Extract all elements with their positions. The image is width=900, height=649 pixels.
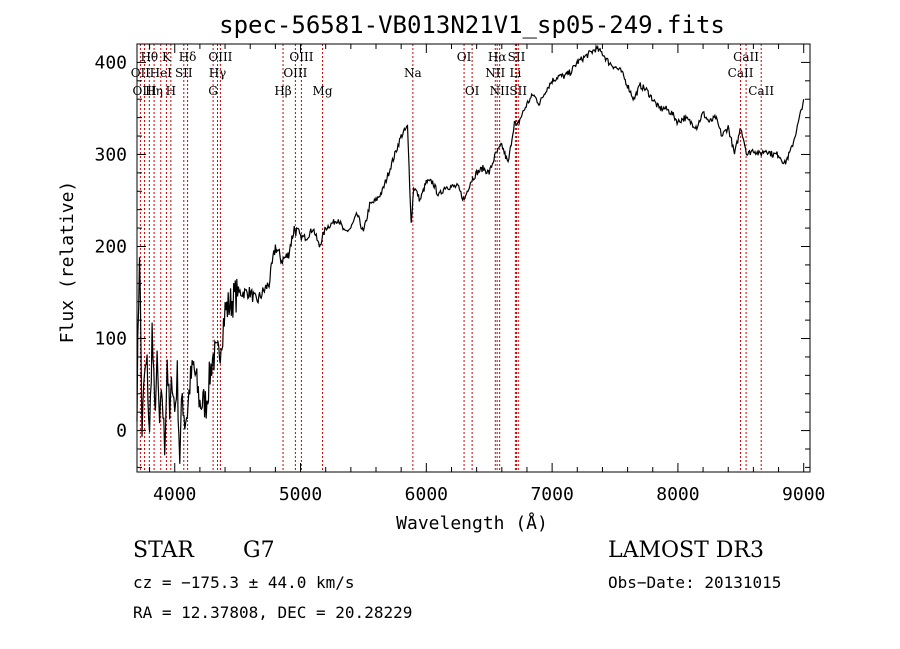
spectral-line-label: SII [175, 66, 193, 80]
y-tick-label: 200 [94, 236, 127, 257]
spectral-line-label: CaII [748, 84, 774, 98]
x-tick-label: 5000 [279, 484, 322, 505]
x-tick-label: 8000 [656, 484, 699, 505]
spectral-line-label: OI [465, 84, 480, 98]
spectral-line-label: OI [457, 50, 472, 64]
y-tick-label: 100 [94, 329, 127, 350]
spectral-line-label: G [208, 84, 218, 98]
spectral-line-label: OIII [283, 66, 307, 80]
obs-date: Obs−Date: 20131015 [608, 573, 782, 592]
flux-series-line [136, 43, 805, 464]
x-tick-label: 7000 [530, 484, 573, 505]
y-tick-label: 400 [94, 52, 127, 73]
spectral-line-label: NII [490, 84, 510, 98]
spectral-line-label: SII [509, 84, 527, 98]
spectral-line-label: NII [485, 66, 505, 80]
x-tick-label: 4000 [153, 484, 196, 505]
spectral-line-label: Hδ [179, 50, 197, 64]
chart-title: spec-56581-VB013N21V1_sp05-249.fits [219, 11, 725, 39]
spectral-line-label: Hβ [274, 84, 291, 98]
survey-name: LAMOST DR3 [608, 538, 764, 563]
spectral-line-markers [139, 44, 762, 472]
spectral-line-label: Hθ [140, 50, 158, 64]
velocity-readout: cz = −175.3 ± 44.0 km/s [133, 573, 355, 592]
subclass: G7 [243, 538, 275, 563]
spectral-line-label: H [166, 84, 176, 98]
y-tick-label: 0 [116, 421, 127, 442]
spectral-line-label: Na [404, 66, 422, 80]
spectral-line-label: CaII [733, 50, 759, 64]
plot-frame [136, 43, 811, 473]
spectral-line-label: Li [509, 66, 521, 80]
spectral-line-label: Mg [313, 84, 333, 98]
spectral-line-label: Hη [145, 84, 163, 98]
x-axis-label: Wavelength (Å) [396, 512, 548, 534]
x-axis: 4000 5000 6000 7000 8000 9000 [149, 44, 825, 505]
y-tick-label: 300 [94, 144, 127, 165]
spectral-line-label: K [162, 50, 172, 64]
spectral-line-label: CaII [728, 66, 754, 80]
spectral-line-label: Hγ [209, 66, 227, 80]
spectral-line-label: OIII [133, 84, 157, 98]
spectral-line-label: OII [131, 66, 151, 80]
object-class: STAR [133, 538, 194, 563]
spectral-line-label: Hα [488, 50, 507, 64]
coordinates: RA = 12.37808, DEC = 20.28229 [133, 603, 413, 622]
x-tick-label: 9000 [782, 484, 825, 505]
spectral-line-label: HeI [150, 66, 173, 80]
y-axis-label: Flux (relative) [57, 181, 78, 344]
spectral-line-label: OIII [289, 50, 313, 64]
spectral-line-label: SII [508, 50, 526, 64]
spectral-line-label: OIII [208, 50, 232, 64]
x-tick-label: 6000 [405, 484, 448, 505]
y-axis: 0 100 200 300 400 [94, 43, 810, 468]
